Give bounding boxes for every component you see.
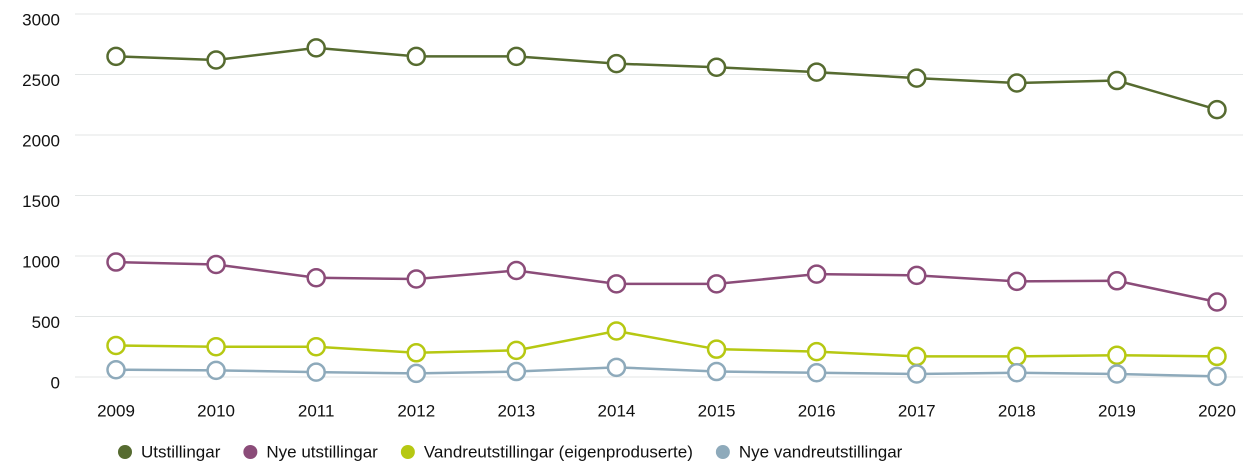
data-point [1007, 346, 1027, 367]
data-point [606, 274, 627, 294]
data-point [206, 337, 226, 357]
data-point [206, 360, 226, 381]
series-line [115, 260, 1218, 304]
data-point [706, 361, 727, 382]
x-tick-label: 2012 [397, 401, 435, 420]
x-tick-label: 2016 [798, 401, 836, 420]
x-tick-label: 2015 [698, 401, 736, 420]
y-tick-label: 1000 [22, 252, 60, 271]
y-tick-label: 2500 [22, 71, 60, 90]
legend-label: Nye vandreutstillingar [739, 442, 903, 461]
data-point [606, 321, 627, 341]
data-point [106, 252, 126, 272]
x-tick-label: 2009 [97, 401, 135, 420]
data-point [1107, 345, 1127, 365]
x-tick-label: 2014 [598, 401, 636, 420]
data-point [706, 339, 727, 359]
data-point [806, 363, 827, 383]
data-point [306, 268, 326, 288]
data-point [506, 361, 527, 382]
legend-marker [243, 445, 258, 459]
x-tick-label: 2018 [998, 401, 1036, 420]
data-point [506, 340, 527, 361]
legend-label: Vandreutstillingar (eigenproduserte) [424, 442, 693, 461]
data-point [106, 359, 126, 380]
data-point [206, 254, 226, 275]
series-line [115, 329, 1218, 358]
legend-marker [118, 445, 132, 459]
data-point [906, 265, 927, 286]
y-tick-label: 500 [32, 313, 60, 332]
data-point [1207, 366, 1227, 387]
data-point [1107, 271, 1127, 291]
data-point [506, 46, 527, 67]
legend-marker [400, 445, 415, 459]
data-point [1007, 363, 1027, 383]
data-point [406, 343, 427, 363]
data-point [306, 337, 326, 357]
y-tick-label: 2000 [22, 131, 60, 150]
data-point [606, 357, 627, 378]
data-point [106, 335, 126, 356]
data-point [1107, 364, 1127, 384]
data-point [306, 38, 326, 58]
data-point [1207, 346, 1227, 367]
data-point [1207, 99, 1227, 120]
x-tick-label: 2010 [197, 401, 235, 420]
x-tick-label: 2017 [898, 401, 936, 420]
data-point [206, 50, 226, 70]
y-tick-label: 0 [51, 373, 60, 392]
data-point [906, 68, 927, 88]
y-tick-label: 1500 [22, 192, 60, 211]
data-point [406, 363, 427, 384]
legend-marker [715, 445, 730, 459]
data-point [1007, 73, 1027, 93]
x-tick-label: 2013 [497, 401, 535, 420]
data-point [106, 46, 126, 67]
data-point [806, 341, 827, 362]
legend-label: Nye utstillingar [266, 442, 378, 461]
data-point [1007, 271, 1027, 292]
data-point [406, 269, 427, 289]
data-point [1207, 292, 1227, 312]
x-tick-label: 2019 [1098, 401, 1136, 420]
data-point [506, 260, 527, 281]
data-point [806, 62, 827, 82]
x-tick-label: 2020 [1198, 401, 1236, 420]
y-tick-label: 3000 [22, 10, 60, 29]
data-point [306, 362, 326, 382]
data-point [606, 53, 627, 74]
data-point [1107, 70, 1127, 91]
series-line [115, 46, 1218, 111]
data-point [906, 346, 927, 367]
data-point [706, 274, 727, 294]
series-line [115, 366, 1218, 378]
x-tick-label: 2011 [298, 401, 335, 420]
legend-label: Utstillingar [141, 442, 221, 461]
data-point [906, 364, 927, 384]
data-point [806, 264, 827, 284]
data-point [406, 46, 427, 67]
data-point [706, 57, 727, 77]
